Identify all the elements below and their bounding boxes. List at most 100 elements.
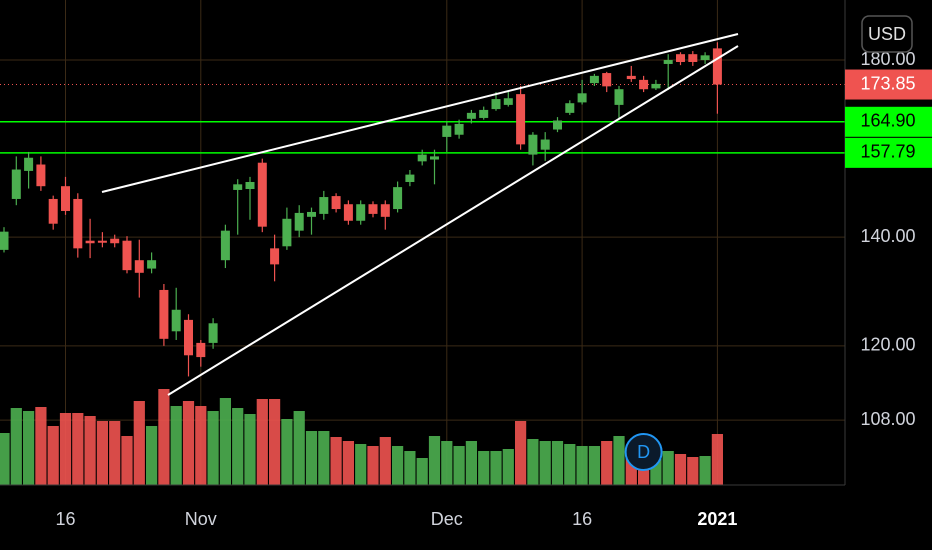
candle-body [516, 94, 526, 145]
y-tick-label: 140.00 [860, 226, 915, 246]
candle-body [368, 204, 378, 214]
candle-body [565, 103, 575, 113]
volume-bar [232, 408, 244, 485]
volume-bar [23, 411, 35, 485]
candle-body [430, 156, 439, 160]
candle-body [147, 260, 157, 269]
y-tick-label: 120.00 [860, 335, 915, 355]
price-tag [845, 69, 932, 100]
volume-bar [10, 408, 22, 485]
volume-bar [699, 456, 711, 485]
candle-body [663, 60, 673, 64]
candle-body [48, 198, 58, 224]
candle-body [442, 125, 452, 137]
price-tag-label: 164.90 [860, 111, 915, 131]
candle-body [417, 154, 427, 162]
candle-body [171, 309, 181, 332]
y-tick-label: 108.00 [860, 409, 915, 429]
x-tick-label: Nov [185, 509, 217, 529]
event-marker [624, 433, 663, 471]
time-axis: 16 Nov Dec 16 2021 [55, 509, 737, 529]
volume-bar [539, 441, 551, 485]
candle-body [208, 323, 218, 343]
candle-body [700, 55, 710, 61]
volume-bar [379, 437, 391, 485]
price-tag-label: 173.85 [860, 73, 915, 93]
volume-bar [515, 421, 527, 485]
candle-body [159, 289, 169, 339]
candle-body [85, 240, 95, 244]
candle-body [0, 231, 9, 250]
volume-bar [109, 421, 121, 485]
candle-body [589, 75, 599, 84]
candle-body [577, 93, 587, 103]
x-tick-label: 2021 [697, 509, 737, 529]
volume-bar [59, 413, 72, 485]
volume-pane [0, 389, 723, 485]
candle-body [134, 260, 144, 273]
candle-body [110, 238, 120, 244]
candle-body [466, 112, 476, 119]
volume-bar [662, 451, 674, 485]
volume-bar [47, 426, 59, 485]
candle-body [24, 157, 34, 171]
volume-bar [182, 401, 195, 485]
candle-body [257, 162, 267, 227]
volume-bar [416, 458, 428, 485]
volume-bar [293, 411, 305, 485]
candle-body [602, 73, 612, 87]
candle-body [553, 120, 562, 130]
volume-bar [244, 414, 256, 485]
candle-body [196, 342, 206, 358]
candle-body [479, 109, 489, 118]
candle-body [294, 212, 304, 231]
volume-bar [121, 436, 133, 485]
currency-button-box[interactable] [861, 15, 913, 53]
volume-bar [207, 411, 219, 485]
volume-bar [367, 446, 379, 485]
candle-body [454, 123, 464, 135]
volume-bar [170, 406, 182, 485]
event-marker-label: D [637, 442, 650, 462]
candle-body [331, 196, 341, 210]
volume-bar [342, 441, 354, 485]
volume-bar [133, 401, 145, 485]
candle-body [405, 174, 415, 182]
candle-body [688, 54, 698, 62]
candle-body [97, 240, 107, 243]
price-tags: 164.90 157.79 173.85 [845, 69, 932, 168]
candle-body [307, 211, 316, 217]
markers: D [624, 433, 663, 471]
volume-bar [146, 426, 158, 485]
candle-body [245, 181, 255, 190]
volume-bar [588, 446, 600, 485]
volume-bar [318, 431, 330, 485]
currency-label[interactable]: USD [868, 24, 906, 44]
volume-bar [256, 399, 268, 485]
volume-bar [576, 446, 588, 485]
candle-body [122, 240, 132, 271]
candle-body [491, 99, 501, 110]
candle-body [639, 79, 649, 90]
candle-body [61, 186, 70, 211]
volume-bar [711, 434, 723, 485]
volume-bar [158, 389, 170, 485]
volume-bar [551, 441, 564, 485]
x-tick-label: 16 [572, 509, 592, 529]
volume-bar [84, 416, 96, 485]
y-tick-label: 180.00 [860, 49, 915, 69]
candle-body [614, 89, 624, 105]
volume-bar [305, 431, 318, 485]
currency-button[interactable]: USD [861, 15, 913, 53]
candle-body [503, 98, 513, 105]
volume-bar [527, 439, 539, 485]
volume-bar [601, 441, 613, 485]
volume-bar [453, 446, 465, 485]
volume-bar [96, 421, 108, 485]
volume-bar [674, 454, 687, 485]
volume-bar [428, 436, 441, 485]
price-tag [845, 137, 932, 168]
volume-bar [490, 451, 502, 485]
candle-body [11, 169, 21, 199]
